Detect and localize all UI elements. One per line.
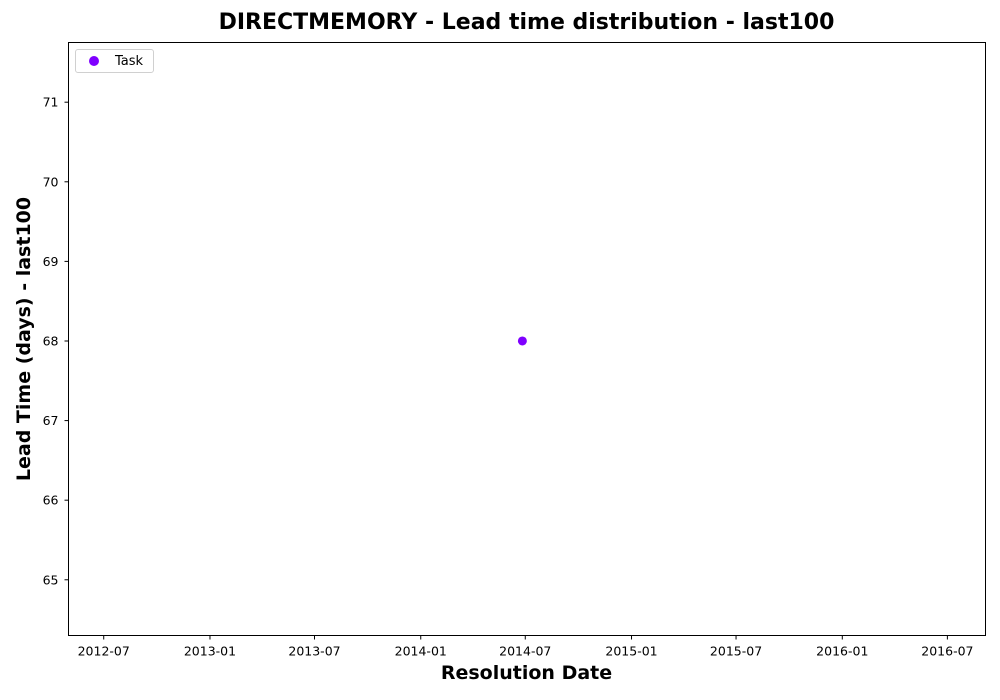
x-tick-label: 2012-07 [78, 644, 130, 659]
x-tick-label: 2015-07 [710, 644, 762, 659]
chart-title: DIRECTMEMORY - Lead time distribution - … [218, 10, 835, 35]
x-tick-label: 2016-01 [816, 644, 868, 659]
legend-label-task: Task [115, 53, 144, 69]
x-tick-label: 2016-07 [921, 644, 973, 659]
y-tick-label: 70 [43, 174, 59, 189]
plot-area [68, 42, 986, 636]
y-tick-label: 71 [43, 95, 59, 110]
x-tick-label: 2014-07 [499, 644, 551, 659]
y-axis-label: Lead Time (days) - last100 [13, 196, 35, 482]
data-point [517, 336, 527, 346]
x-axis: 2012-07 2013-01 2013-07 2014-01 2014-07 2015-… [78, 635, 974, 659]
legend-marker-task [89, 56, 99, 66]
y-tick-label: 67 [43, 413, 59, 428]
y-tick-label: 68 [43, 333, 59, 348]
x-tick-label: 2015-01 [605, 644, 657, 659]
x-tick-label: 2013-01 [184, 644, 236, 659]
y-tick-label: 65 [43, 572, 59, 587]
x-axis-label: Resolution Date [440, 662, 613, 684]
x-tick-label: 2014-01 [395, 644, 447, 659]
x-tick-label: 2013-07 [288, 644, 340, 659]
y-tick-label: 66 [43, 493, 59, 508]
legend: Task [75, 49, 154, 73]
y-tick-label: 69 [43, 254, 59, 269]
data-points [517, 336, 527, 346]
y-axis: 65 66 67 68 69 70 71 [43, 95, 69, 587]
